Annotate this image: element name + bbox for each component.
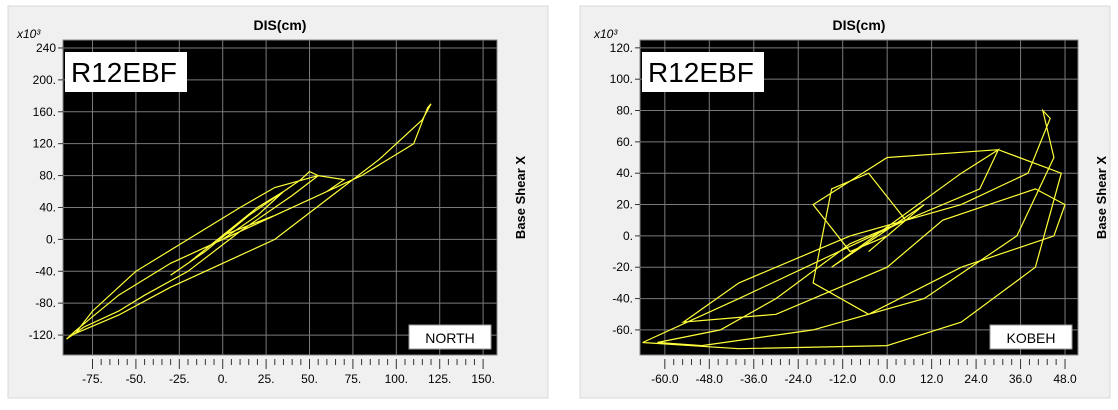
y-tick-label: -60. bbox=[612, 323, 633, 337]
annotation-box bbox=[408, 324, 492, 350]
y-multiplier: x10³ bbox=[593, 27, 618, 41]
y-axis-title: Base Shear X bbox=[1094, 156, 1109, 239]
label-box bbox=[642, 52, 764, 92]
plot-area bbox=[62, 39, 498, 356]
x-tick-label: -24.0 bbox=[785, 372, 813, 386]
x-axis-title: DIS(cm) bbox=[833, 17, 886, 33]
y-tick-label: -120. bbox=[29, 328, 56, 342]
y-tick-label: 20. bbox=[616, 198, 633, 212]
x-tick-label: 48.0 bbox=[1053, 372, 1077, 386]
y-tick-label: 120. bbox=[610, 41, 633, 55]
y-tick-label: 200. bbox=[33, 73, 56, 87]
x-tick-label: -12.0 bbox=[829, 372, 857, 386]
x-tick-label: 0.0 bbox=[879, 372, 896, 386]
x-tick-label: -50. bbox=[126, 372, 147, 386]
x-tick-label: 125. bbox=[428, 372, 451, 386]
label-box bbox=[65, 52, 187, 92]
x-tick-label: -60.0 bbox=[651, 372, 679, 386]
y-tick-label: -40. bbox=[35, 264, 56, 278]
y-multiplier: x10³ bbox=[16, 27, 41, 41]
y-tick-label: 60. bbox=[616, 135, 633, 149]
y-tick-label: 40. bbox=[39, 200, 56, 214]
x-tick-label: 150. bbox=[471, 372, 494, 386]
chart-panel: DIS(cm) x10³ Base Shear X 120. 100. 80. 60. 40.… bbox=[579, 5, 1111, 399]
y-tick-label: 160. bbox=[33, 105, 56, 119]
y-tick-label: -40. bbox=[612, 292, 633, 306]
x-tick-label: 12.0 bbox=[920, 372, 944, 386]
x-tick-label: -36.0 bbox=[740, 372, 768, 386]
x-tick-label: 25. bbox=[258, 372, 275, 386]
x-tick-label: 50. bbox=[301, 372, 318, 386]
x-tick-label: 75. bbox=[345, 372, 362, 386]
x-tick-label: 0. bbox=[218, 372, 228, 386]
x-axis-title: DIS(cm) bbox=[254, 17, 307, 33]
hysteresis-curve bbox=[66, 103, 432, 340]
x-tick-label: 100. bbox=[385, 372, 408, 386]
annotation-box bbox=[989, 324, 1073, 350]
y-tick-label: 120. bbox=[33, 137, 56, 151]
x-tick-label: 36.0 bbox=[1009, 372, 1033, 386]
hysteresis-curve bbox=[642, 108, 1066, 350]
chart-panel: DIS(cm) x10³ Base Shear X 240 200. 160. 120. 80… bbox=[7, 5, 549, 399]
y-tick-label: 0. bbox=[46, 232, 56, 246]
annotation-text: KOBEH bbox=[1006, 330, 1055, 346]
y-tick-label: -20. bbox=[612, 260, 633, 274]
x-tick-label: -75. bbox=[82, 372, 103, 386]
label-box-text: R12EBF bbox=[648, 57, 754, 88]
y-tick-label: 40. bbox=[616, 166, 633, 180]
plot-area bbox=[639, 39, 1079, 356]
x-tick-label: -25. bbox=[169, 372, 190, 386]
y-tick-label: 80. bbox=[39, 169, 56, 183]
annotation-text: NORTH bbox=[425, 330, 475, 346]
label-box-text: R12EBF bbox=[71, 57, 177, 88]
y-tick-label: 100. bbox=[610, 72, 633, 86]
x-tick-label: -48.0 bbox=[696, 372, 724, 386]
y-tick-label: 80. bbox=[616, 104, 633, 118]
y-tick-label: -80. bbox=[35, 296, 56, 310]
y-axis-title: Base Shear X bbox=[513, 156, 528, 239]
x-tick-label: 24.0 bbox=[964, 372, 988, 386]
y-tick-label: 240 bbox=[36, 41, 56, 55]
y-tick-label: 0. bbox=[623, 229, 633, 243]
